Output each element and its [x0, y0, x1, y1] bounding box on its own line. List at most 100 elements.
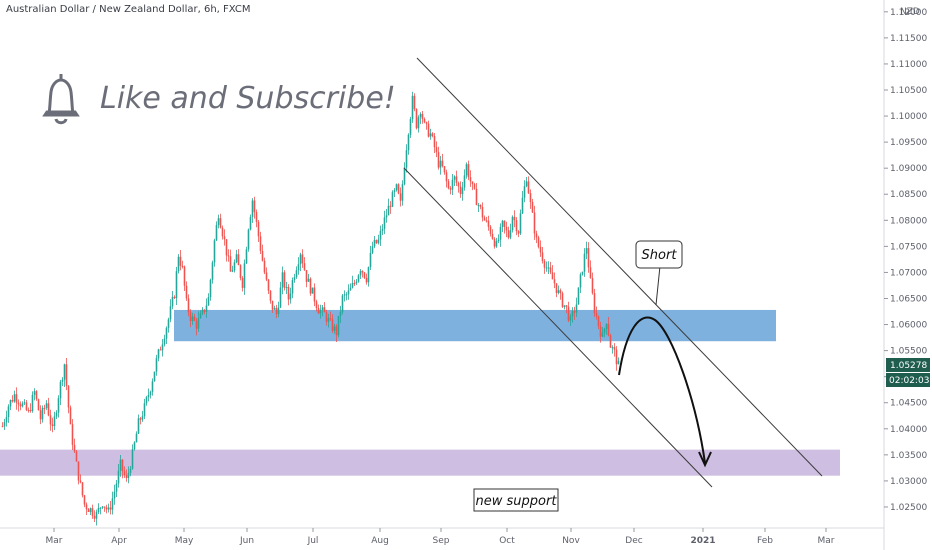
candle-body: [415, 109, 418, 129]
candle-body: [273, 308, 276, 310]
projection-curve[interactable]: [618, 316, 706, 464]
candle-body: [355, 281, 358, 284]
candle-body: [135, 433, 138, 443]
candle-body: [327, 318, 330, 322]
candle-body: [541, 252, 544, 261]
time-tick-label: Jun: [239, 536, 254, 546]
candle-body: [493, 238, 496, 247]
candle-body: [45, 403, 48, 408]
candle-body: [461, 187, 464, 195]
countdown-value: 02:02:03: [889, 376, 929, 386]
candle-body: [57, 398, 60, 413]
short-callout-box[interactable]: [635, 240, 683, 269]
price-tick-label: 1.02500: [890, 503, 927, 513]
support-zone[interactable]: [0, 449, 840, 476]
candle-body: [93, 515, 96, 519]
candle-body: [557, 290, 560, 293]
candle-body: [377, 239, 380, 244]
candle-body: [453, 176, 456, 180]
channel-upper-line[interactable]: [416, 57, 823, 477]
candle-body: [287, 286, 290, 300]
candle-body: [235, 254, 238, 263]
candle-body: [589, 267, 592, 279]
candle-body: [603, 328, 606, 333]
channel-lower-line[interactable]: [403, 167, 713, 488]
candle-body: [249, 216, 252, 230]
candle-body: [445, 172, 448, 182]
candle-body: [531, 201, 534, 213]
candle-body: [71, 424, 74, 445]
candle-body: [395, 184, 398, 191]
candle-body: [313, 287, 316, 302]
time-tick-label: Mar: [46, 536, 63, 546]
resistance-zone[interactable]: [174, 309, 776, 342]
candle-body: [69, 407, 72, 425]
candle-body: [337, 315, 340, 336]
candle-body: [229, 256, 232, 272]
candle-body: [597, 316, 600, 327]
candle-body: [405, 150, 408, 168]
candle-body: [321, 307, 324, 310]
candle-body: [65, 364, 68, 386]
candle-body: [19, 404, 22, 407]
price-tick-label: 1.10500: [890, 86, 927, 96]
candle-body: [471, 181, 474, 185]
time-tick-label: Mar: [818, 536, 835, 546]
candle-body: [73, 444, 76, 452]
candle-body: [569, 316, 572, 321]
candle-body: [91, 508, 94, 516]
price-tick-label: 1.06500: [890, 294, 927, 304]
candle-body: [615, 349, 618, 365]
candle-body: [487, 220, 490, 227]
candle-body: [323, 307, 326, 313]
candle-body: [245, 249, 248, 264]
candle-body: [527, 181, 530, 194]
support-label-box[interactable]: [473, 488, 559, 512]
candle-body: [233, 262, 236, 271]
candle-body: [33, 391, 36, 395]
candle-body: [105, 507, 108, 510]
candle-body: [455, 176, 458, 183]
last-price-badge: [886, 358, 930, 372]
candle-body: [67, 385, 70, 408]
short-callout-pointer: [655, 265, 661, 306]
candle-body: [593, 293, 596, 313]
candle-body: [291, 280, 294, 294]
candle-body: [365, 277, 368, 283]
candle-body: [611, 347, 614, 349]
candle-body: [383, 217, 386, 229]
candle-body: [39, 410, 42, 420]
candle-body: [161, 344, 164, 351]
candle-body: [181, 265, 184, 267]
candle-body: [469, 177, 472, 182]
candle-body: [199, 313, 202, 319]
candle-body: [579, 274, 582, 288]
candle-body: [201, 309, 204, 314]
price-tick-label: 1.10000: [890, 112, 927, 122]
candle-body: [299, 254, 302, 265]
price-axis[interactable]: 1.12000 1.11500 1.11000 1.10500 1.10000 1.095…: [884, 8, 927, 513]
candle-body: [191, 316, 194, 322]
candle-body: [585, 248, 588, 254]
candle-body: [343, 294, 346, 296]
candle-body: [173, 296, 176, 299]
candle-body: [613, 347, 616, 350]
candle-body: [111, 498, 114, 510]
candle-body: [473, 184, 476, 189]
candle-body: [387, 205, 390, 216]
candle-body: [301, 254, 304, 264]
candle-body: [431, 133, 434, 136]
candle-body: [221, 227, 224, 237]
candle-body: [119, 459, 122, 471]
time-axis[interactable]: Mar Apr May Jun Jul Aug Sep Oct Nov Dec 2021 Feb Mar: [46, 528, 835, 546]
candle-body: [553, 279, 556, 284]
candle-body: [217, 218, 220, 225]
candle-body: [165, 328, 168, 339]
candle-body: [205, 305, 208, 312]
time-tick-label: Oct: [499, 536, 515, 546]
candle-body: [219, 218, 222, 228]
candle-body: [523, 186, 526, 198]
candle-body: [543, 260, 546, 268]
like-subscribe-text: Like and Subscribe!: [100, 81, 396, 116]
